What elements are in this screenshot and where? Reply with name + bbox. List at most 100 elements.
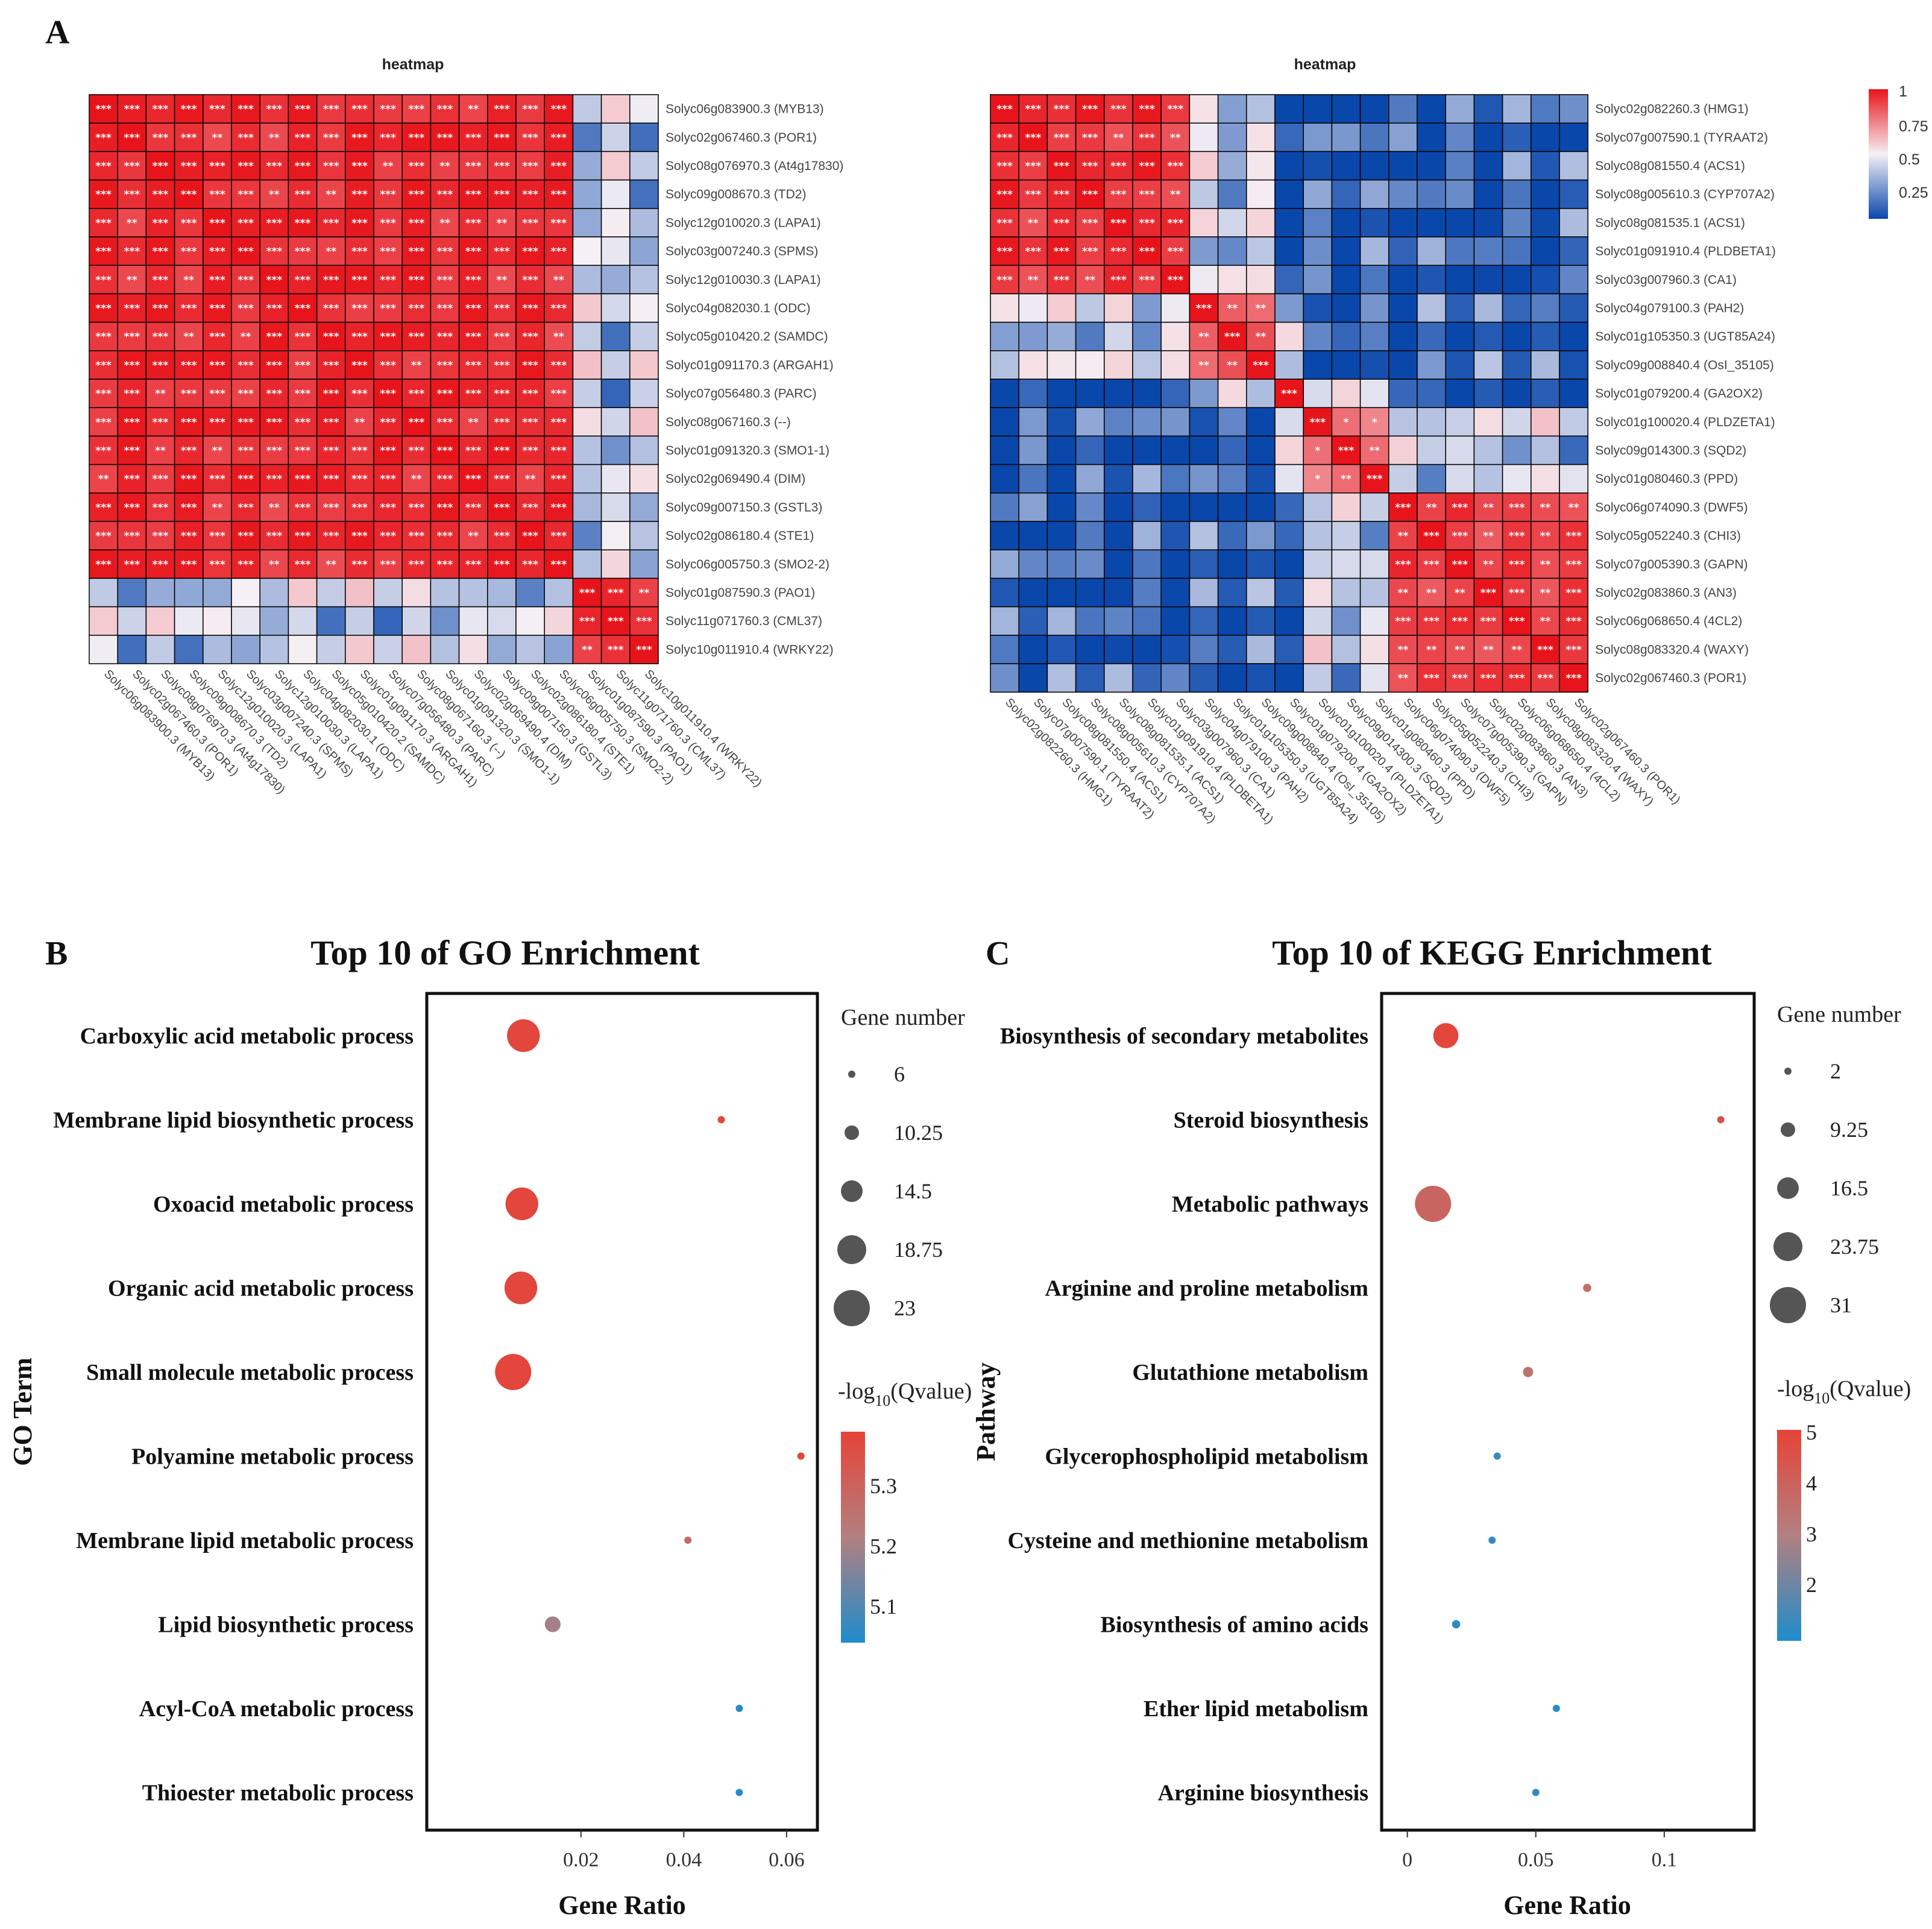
heatmap-cell: [1388, 549, 1418, 579]
size-legend-label: 18.75: [894, 1238, 943, 1262]
significance-label: **: [1398, 644, 1409, 656]
kegg-size-legend-title: Gene number: [1777, 1002, 1901, 1027]
heatmap-cell: [1189, 663, 1219, 693]
heatmap-cell: [1531, 407, 1560, 437]
heatmap-cell: [572, 407, 602, 437]
significance-label: ***: [1082, 160, 1098, 172]
heatmap-cell: [629, 464, 659, 494]
heatmap-cell: [345, 179, 374, 209]
significance-label: ***: [437, 104, 453, 116]
heatmap-cell: [1274, 208, 1304, 238]
significance-label: ***: [408, 331, 424, 343]
enrichment-point: [1717, 1116, 1725, 1124]
heatmap-cell: [600, 321, 631, 351]
heatmap-row-label: Solyc08g067160.3 (--): [666, 415, 791, 429]
heatmap-cell: [1359, 321, 1389, 351]
heatmap-cell: [174, 208, 204, 238]
significance-label: ***: [323, 303, 339, 315]
heatmap-cell: [203, 577, 232, 608]
heatmap-cell: [1502, 492, 1532, 522]
go-size-legend-title: Gene number: [841, 1005, 965, 1030]
heatmap-cell: [1559, 379, 1588, 408]
heatmap-cell: [572, 122, 602, 153]
heatmap-cell: [1018, 236, 1048, 266]
heatmap-cell: [145, 293, 175, 323]
term-label: Acyl-CoA metabolic process: [139, 1696, 414, 1722]
significance-label: ***: [465, 473, 482, 485]
heatmap-cell: [1502, 464, 1532, 494]
heatmap-cell: [430, 635, 460, 664]
significance-label: ***: [323, 417, 339, 429]
significance-label: ***: [351, 104, 368, 116]
significance-label: **: [468, 104, 479, 116]
heatmap-cell: [629, 521, 659, 550]
heatmap-cell: [373, 350, 403, 380]
heatmap-row-label: Solyc08g081535.1 (ACS1): [1595, 216, 1745, 230]
heatmap-cell: [203, 606, 232, 636]
significance-label: ***: [351, 331, 368, 343]
enrichment-point: [1552, 1705, 1560, 1712]
heatmap-cell: [1274, 492, 1304, 522]
significance-label: **: [183, 331, 194, 343]
heatmap-cell: [430, 265, 460, 295]
heatmap-cell: [544, 350, 574, 380]
heatmap-cell: [1445, 350, 1475, 380]
heatmap-cell: [515, 635, 545, 664]
heatmap-cell: [1331, 293, 1361, 323]
significance-label: ***: [494, 104, 510, 116]
significance-label: ***: [181, 417, 197, 429]
go-plot: Carboxylic acid metabolic process Membran…: [53, 1019, 805, 1871]
heatmap-cell: [1104, 151, 1133, 181]
heatmap-cell: [629, 492, 659, 522]
heatmap-cell: [1274, 379, 1304, 408]
heatmap-cell: [1160, 379, 1191, 408]
significance-label: **: [1540, 502, 1551, 514]
heatmap-cell: [259, 236, 289, 266]
heatmap-cell: [600, 407, 631, 437]
heatmap-cell: [600, 94, 631, 124]
size-legend-label: 23.75: [1830, 1235, 1879, 1259]
heatmap-cell: [1104, 350, 1133, 380]
heatmap-cell: [515, 577, 545, 608]
heatmap-cell: [1359, 179, 1389, 209]
heatmap-row-label: Solyc01g091170.3 (ARGAH1): [666, 358, 834, 372]
term-label: Ether lipid metabolism: [1144, 1696, 1368, 1722]
heatmap-row-label: Solyc01g080460.3 (PPD): [1595, 472, 1738, 486]
significance-label: ***: [1054, 189, 1070, 201]
enrichment-point: [717, 1116, 725, 1124]
heatmap-cell: [1473, 265, 1503, 295]
heatmap-row-label: Solyc01g091320.3 (SMO1-1): [666, 444, 829, 458]
heatmap-cell: [316, 151, 346, 181]
significance-label: ***: [153, 530, 169, 543]
significance-label: ***: [494, 473, 510, 485]
heatmap-cell: [316, 606, 346, 636]
go-color-legend-title: -log10(Qvalue): [838, 1379, 972, 1409]
heatmap-cell: [1331, 435, 1361, 465]
significance-label: ***: [1509, 587, 1525, 599]
heatmap-cell: [145, 407, 175, 437]
heatmap-cell: [629, 635, 659, 664]
heatmap-cell: [990, 663, 1019, 693]
heatmap-cell: [572, 179, 602, 209]
significance-label: **: [269, 132, 280, 144]
heatmap-cell: [458, 521, 488, 550]
significance-label: ***: [1139, 132, 1155, 144]
panel-label-b: B: [45, 935, 68, 972]
size-legend-label: 23: [894, 1296, 916, 1320]
heatmap-cell: [1473, 635, 1503, 664]
heatmap-cell: [1445, 265, 1475, 295]
heatmap-cell: [1359, 293, 1389, 323]
heatmap-cell: [345, 606, 374, 636]
heatmap-cell: [515, 464, 545, 494]
significance-label: ***: [153, 417, 169, 429]
significance-label: ***: [522, 132, 538, 144]
heatmap-cell: [1075, 350, 1105, 380]
heatmap-cell: [1473, 379, 1503, 408]
heatmap-cell: [629, 94, 659, 124]
heatmap-cell: [1075, 293, 1105, 323]
heatmap-cell: [373, 407, 403, 437]
heatmap-cell: [1303, 265, 1333, 295]
heatmap-cell: [401, 265, 432, 295]
heatmap-cell: [1217, 151, 1247, 181]
heatmap-cell: [1189, 265, 1219, 295]
